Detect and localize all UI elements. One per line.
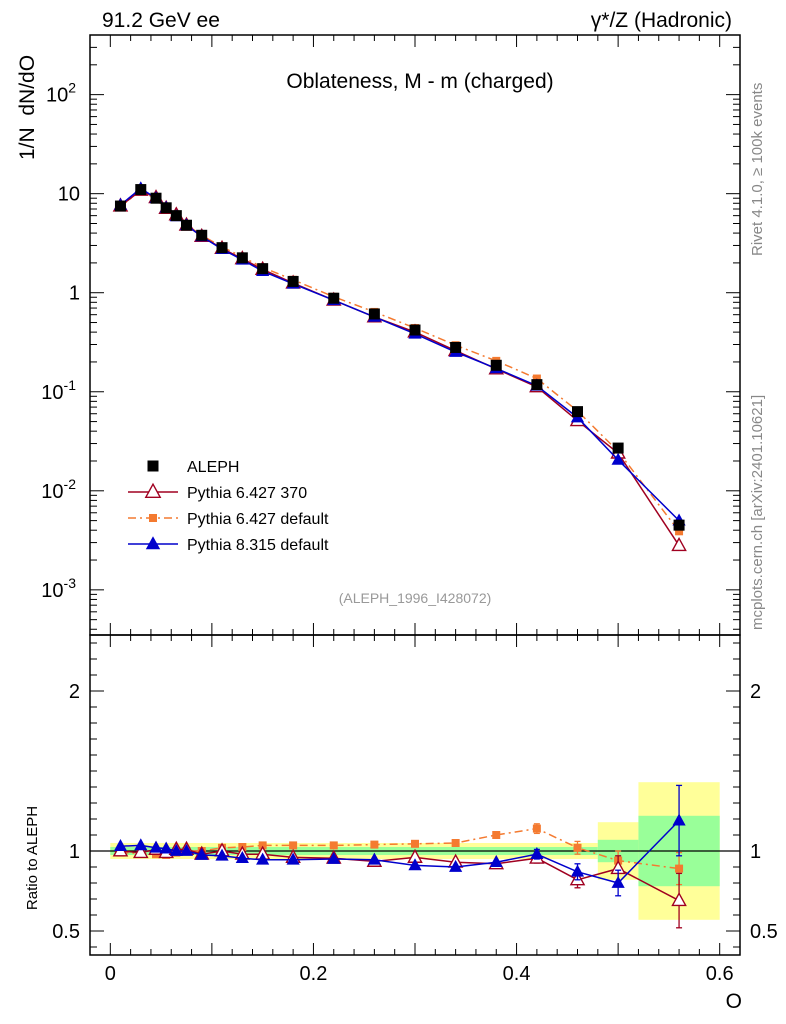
aleph-point <box>180 219 192 231</box>
x-tick-label: 0.6 <box>706 963 734 985</box>
ratio-curves <box>112 784 687 929</box>
ratio-tick-label-right: 2 <box>750 681 761 703</box>
ratio-point <box>671 891 687 907</box>
ratio-point <box>235 851 249 864</box>
ratio-tick-label-right: 0.5 <box>750 921 778 943</box>
ratio-point <box>408 858 422 871</box>
aleph-point <box>531 379 543 391</box>
aleph-point <box>160 202 172 214</box>
legend-label: ALEPH <box>187 459 239 476</box>
ratio-point <box>611 875 625 888</box>
aleph-point <box>170 210 182 222</box>
header-right: γ*/Z (Hadronic) <box>591 9 732 32</box>
lower-frame <box>89 634 741 956</box>
ratio-point <box>113 839 128 852</box>
mcplots-label: mcplots.cern.ch [arXiv:2401.10621] <box>749 395 766 630</box>
aleph-point <box>257 263 269 275</box>
ratio-point <box>258 841 267 850</box>
ratio-point <box>327 851 341 864</box>
aleph-point <box>114 200 126 212</box>
aleph-point <box>135 184 147 196</box>
upper-curves <box>112 181 687 552</box>
ratio-point <box>256 852 270 865</box>
ratio-point <box>289 841 298 850</box>
x-tick-label: 0.2 <box>300 963 328 985</box>
aleph-point <box>328 292 340 304</box>
aleph-point <box>450 341 462 353</box>
ratio-tick-label: 0.5 <box>52 921 80 943</box>
legend-label: Pythia 6.427 default <box>187 511 329 528</box>
ratio-point <box>134 838 148 851</box>
ratio-point <box>675 864 684 873</box>
ratio-tick-label-right: 1 <box>750 841 761 863</box>
lower-axis-ticks: 0 0.2 0.4 0.6 0.5 0.5 1 1 2 2 <box>52 635 778 985</box>
aleph-point <box>490 359 502 371</box>
y-axis-label: 1/N dN/dO <box>16 55 39 160</box>
ratio-point <box>449 859 463 872</box>
legend-marker <box>147 460 159 472</box>
ratio-point <box>570 864 585 877</box>
rivet-label: Rivet 4.1.0, ≥ 100k events <box>749 83 766 256</box>
ratio-point <box>492 831 501 839</box>
ratio-point <box>286 852 300 865</box>
ratio-point <box>370 840 379 849</box>
legend: ALEPH Pythia 6.427 370 Pythia 6.427 defaul… <box>128 459 329 554</box>
ratio-point <box>530 847 544 860</box>
legend-marker <box>149 514 157 522</box>
aleph-point <box>196 229 208 241</box>
aleph-point <box>150 192 162 204</box>
ratio-point <box>411 839 419 848</box>
plot-title: Oblateness, M - m (charged) <box>286 70 553 93</box>
ratio-point <box>195 847 209 860</box>
ratio-point <box>489 855 503 868</box>
legend-marker <box>145 536 161 550</box>
series-point <box>671 536 687 552</box>
aleph-point <box>236 252 248 264</box>
ratio-point <box>169 843 183 856</box>
x-tick-label: 0 <box>105 963 116 985</box>
ratio-point <box>451 839 460 847</box>
ratio-tick-label: 1 <box>69 841 80 863</box>
ratio-point <box>532 824 541 833</box>
y-tick-label: 10-2 <box>41 476 76 503</box>
ratio-point <box>672 813 686 826</box>
ratio-point <box>367 852 381 865</box>
ratio-point <box>573 843 582 852</box>
ratio-point <box>159 841 173 854</box>
ratio-point <box>179 843 194 856</box>
ratio-point <box>149 840 163 853</box>
legend-label: Pythia 6.427 370 <box>187 485 307 502</box>
aleph-point <box>287 275 299 287</box>
legend-label: Pythia 8.315 default <box>187 537 329 554</box>
series-point <box>611 452 625 465</box>
aleph-point <box>673 519 685 531</box>
ratio-plot-panel: 0 0.2 0.4 0.6 0.5 0.5 1 1 2 2 Ratio to ALEPH O <box>24 634 778 1013</box>
x-tick-label: 0.4 <box>503 963 531 985</box>
legend-marker <box>144 482 162 498</box>
y-tick-label: 10-3 <box>41 575 76 602</box>
ratio-point <box>132 843 149 859</box>
aleph-point <box>409 324 421 336</box>
y-tick-label: 10 <box>58 184 80 206</box>
y-tick-label: 1 <box>69 283 80 305</box>
ratio-point <box>329 841 338 850</box>
header-left: 91.2 GeV ee <box>102 9 220 32</box>
series-point <box>675 527 684 536</box>
ratio-tick-label: 2 <box>69 681 80 703</box>
aleph-point <box>572 406 583 418</box>
main-plot-panel: 10-3 10-2 10-1 1 10 102 Oblateness, M - m (ch… <box>16 34 741 636</box>
aleph-point <box>368 308 380 320</box>
y-tick-label: 10-1 <box>41 377 76 404</box>
ratio-axis-label: Ratio to ALEPH <box>24 806 41 910</box>
ratio-point <box>215 848 229 861</box>
aleph-point <box>216 242 228 254</box>
x-axis-label: O <box>726 990 742 1013</box>
y-tick-label: 102 <box>46 80 76 107</box>
upper-axis-ticks: 10-3 10-2 10-1 1 10 102 <box>41 34 740 635</box>
analysis-id: (ALEPH_1996_I428072) <box>339 590 492 606</box>
aleph-point <box>612 442 624 454</box>
